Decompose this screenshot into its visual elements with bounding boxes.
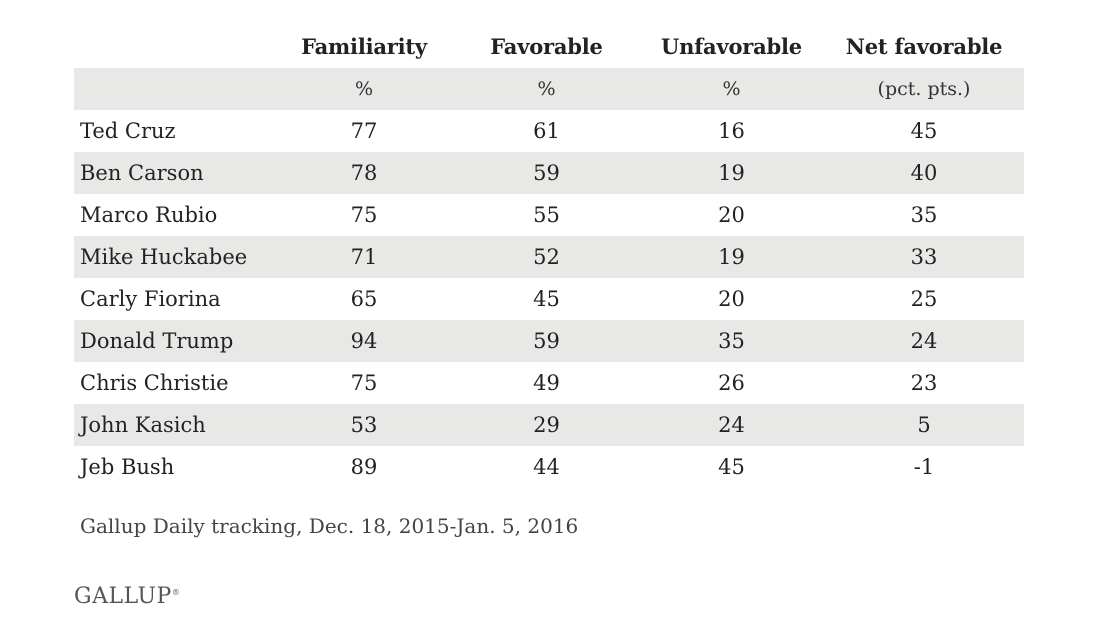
table-row: Ted Cruz 77 61 16 45 xyxy=(74,110,1024,152)
favorable-value: 61 xyxy=(533,119,560,143)
candidate-name: Marco Rubio xyxy=(80,203,218,227)
unfavorable-value: 24 xyxy=(639,404,824,446)
familiarity-value: 94 xyxy=(274,320,454,362)
familiarity-value: 75 xyxy=(350,203,378,227)
net-favorable-value: 45 xyxy=(910,119,938,143)
candidate-name: Ted Cruz xyxy=(80,119,176,143)
unfavorable-value: 35 xyxy=(639,320,824,362)
net-favorable-value: 40 xyxy=(824,152,1024,194)
unit-favorable: % xyxy=(454,68,639,110)
net-favorable-value: 33 xyxy=(824,236,1024,278)
header-row: Familiarity Favorable Unfavorable Net fa… xyxy=(74,24,1024,68)
familiarity-value: 71 xyxy=(274,236,454,278)
net-favorable-value: -1 xyxy=(913,455,935,479)
net-favorable-value: 5 xyxy=(824,404,1024,446)
familiarity-value: 78 xyxy=(274,152,454,194)
unfavorable-value: 45 xyxy=(718,455,745,479)
unfavorable-value: 19 xyxy=(639,236,824,278)
favorable-value: 59 xyxy=(454,320,639,362)
unit-unfavorable: % xyxy=(639,68,824,110)
favorable-value: 29 xyxy=(454,404,639,446)
favorable-value: 55 xyxy=(533,203,560,227)
unit-net-favorable: (pct. pts.) xyxy=(824,68,1024,110)
gallup-logo: GALLUP® xyxy=(74,584,180,609)
table-row: Chris Christie 75 49 26 23 xyxy=(74,362,1024,404)
table-row: John Kasich 53 29 24 5 xyxy=(74,404,1024,446)
table-row: Donald Trump 94 59 35 24 xyxy=(74,320,1024,362)
candidate-name: Ben Carson xyxy=(74,152,274,194)
unfavorable-value: 20 xyxy=(718,287,745,311)
unfavorable-value: 20 xyxy=(718,203,745,227)
net-favorable-value: 24 xyxy=(824,320,1024,362)
candidate-name: Jeb Bush xyxy=(80,455,175,479)
source-footnote: Gallup Daily tracking, Dec. 18, 2015-Jan… xyxy=(80,514,579,538)
familiarity-value: 75 xyxy=(350,371,378,395)
table-row: Jeb Bush 89 44 45 -1 xyxy=(74,446,1024,488)
net-favorable-value: 23 xyxy=(910,371,938,395)
favorable-value: 49 xyxy=(533,371,560,395)
net-favorable-value: 25 xyxy=(910,287,938,311)
familiarity-value: 65 xyxy=(350,287,378,311)
unfavorable-value: 19 xyxy=(639,152,824,194)
favorability-table: Familiarity Favorable Unfavorable Net fa… xyxy=(74,24,1024,488)
header-name xyxy=(74,24,274,68)
unit-name xyxy=(74,68,274,110)
favorable-value: 52 xyxy=(454,236,639,278)
familiarity-value: 77 xyxy=(350,119,378,143)
header-net-favorable: Net favorable xyxy=(845,33,1003,59)
unfavorable-value: 16 xyxy=(718,119,745,143)
familiarity-value: 89 xyxy=(350,455,378,479)
header-familiarity: Familiarity xyxy=(301,33,427,59)
table-row: Ben Carson 78 59 19 40 xyxy=(74,152,1024,194)
net-favorable-value: 35 xyxy=(910,203,938,227)
table-row: Carly Fiorina 65 45 20 25 xyxy=(74,278,1024,320)
logo-text: GALLUP xyxy=(74,584,172,609)
candidate-name: Carly Fiorina xyxy=(80,287,221,311)
unfavorable-value: 26 xyxy=(718,371,745,395)
favorable-value: 45 xyxy=(533,287,560,311)
favorable-value: 59 xyxy=(454,152,639,194)
header-unfavorable: Unfavorable xyxy=(661,33,802,59)
units-row: % % % (pct. pts.) xyxy=(74,68,1024,110)
candidate-name: Mike Huckabee xyxy=(74,236,274,278)
favorable-value: 44 xyxy=(533,455,560,479)
candidate-name: Chris Christie xyxy=(80,371,229,395)
logo-registered-mark: ® xyxy=(171,588,181,597)
candidate-name: Donald Trump xyxy=(74,320,274,362)
header-favorable: Favorable xyxy=(490,33,603,59)
table-row: Mike Huckabee 71 52 19 33 xyxy=(74,236,1024,278)
unit-familiarity: % xyxy=(274,68,454,110)
candidate-name: John Kasich xyxy=(74,404,274,446)
familiarity-value: 53 xyxy=(274,404,454,446)
table-row: Marco Rubio 75 55 20 35 xyxy=(74,194,1024,236)
cropped-text-fragment xyxy=(176,0,190,2)
